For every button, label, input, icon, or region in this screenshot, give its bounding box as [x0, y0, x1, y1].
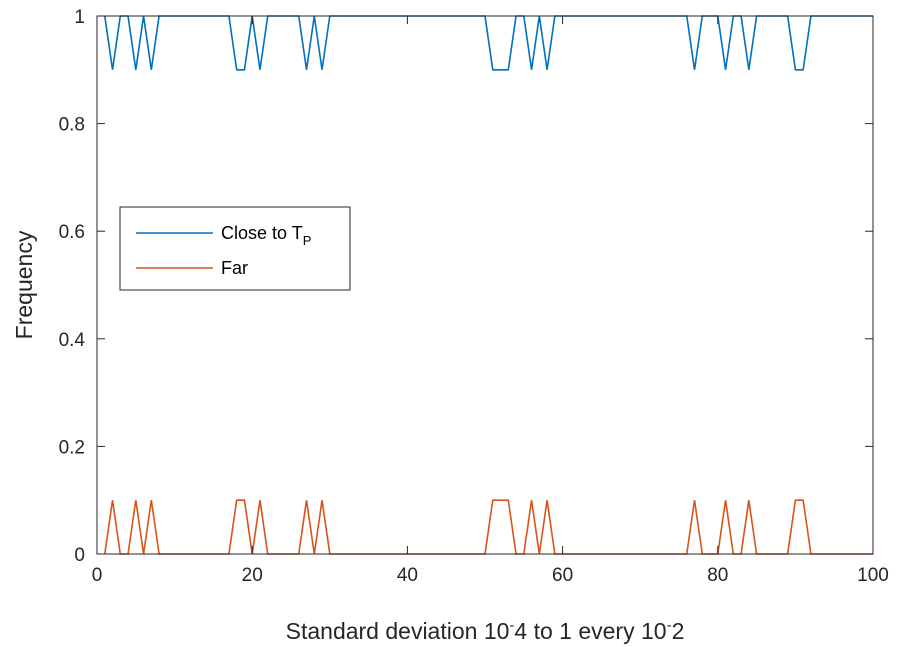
y-tick-label: 0	[74, 545, 85, 566]
x-tick-label: 100	[857, 565, 889, 586]
y-tick-label: 0.4	[59, 330, 86, 351]
series-line-close-to-tp	[103, 15, 873, 71]
series-line-far	[103, 499, 873, 555]
series-layer	[103, 15, 873, 555]
legend-box	[119, 206, 351, 291]
axis-ticks: 0 20 40 60 80 100 0 0.2 0.4 0.6 0.8 1	[59, 7, 889, 586]
y-tick-label: 0.8	[59, 115, 85, 136]
y-tick-label: 1	[74, 7, 85, 28]
x-tick-label: 0	[92, 565, 103, 586]
legend: Close to TP Far	[119, 206, 351, 291]
x-tick-label: 40	[397, 565, 418, 586]
axes-box	[96, 15, 874, 555]
x-tick-label: 80	[707, 565, 728, 586]
x-tick-label: 60	[552, 565, 573, 586]
y-tick-label: 0.2	[59, 437, 85, 458]
legend-label-far: Far	[221, 258, 248, 278]
legend-label-close-to-tp: Close to TP	[221, 223, 311, 248]
y-tick-label: 0.6	[59, 222, 85, 243]
x-axis-label: Standard deviation 10-4 to 1 every 10-2	[286, 617, 685, 644]
x-tick-label: 20	[242, 565, 263, 586]
y-axis-label: Frequency	[11, 230, 37, 339]
